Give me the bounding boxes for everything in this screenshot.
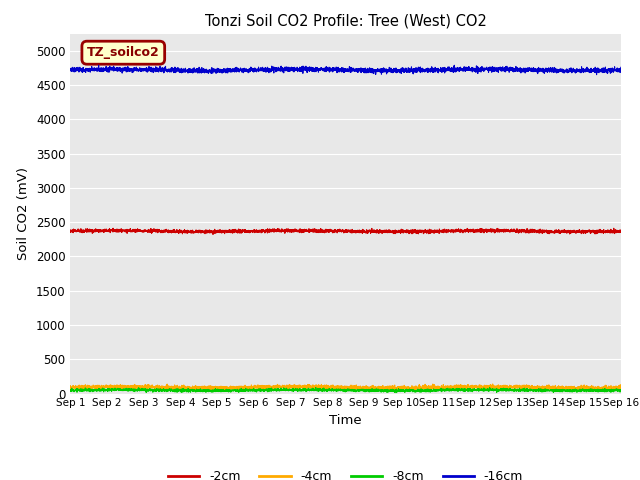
- X-axis label: Time: Time: [330, 414, 362, 427]
- Text: TZ_soilco2: TZ_soilco2: [87, 46, 159, 59]
- Title: Tonzi Soil CO2 Profile: Tree (West) CO2: Tonzi Soil CO2 Profile: Tree (West) CO2: [205, 13, 486, 28]
- Y-axis label: Soil CO2 (mV): Soil CO2 (mV): [17, 167, 30, 260]
- Legend: -2cm, -4cm, -8cm, -16cm: -2cm, -4cm, -8cm, -16cm: [163, 465, 528, 480]
